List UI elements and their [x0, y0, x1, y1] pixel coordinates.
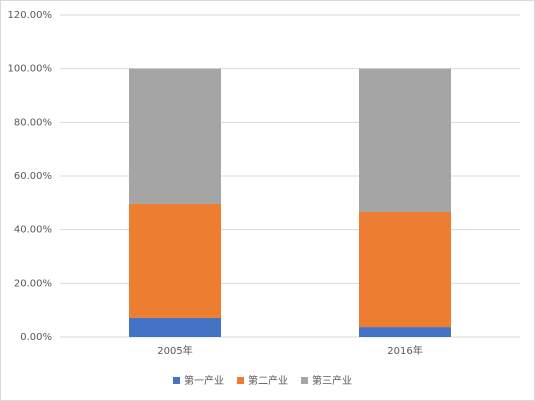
bar-segment: [359, 68, 451, 212]
x-tick-label: 2016年: [387, 344, 422, 357]
legend-label: 第一产业: [184, 374, 224, 387]
legend-swatch: [173, 377, 180, 384]
y-tick-label: 120.00%: [8, 10, 53, 21]
legend-label: 第三产业: [312, 374, 352, 387]
bar-segment: [129, 203, 221, 318]
legend-swatch: [237, 377, 244, 384]
bar-segment: [359, 211, 451, 328]
bar-segment: [359, 327, 451, 337]
legend-label: 第二产业: [248, 374, 288, 387]
bar-segment: [129, 317, 221, 337]
y-tick-label: 60.00%: [14, 171, 52, 182]
legend-swatch: [301, 377, 308, 384]
y-tick-label: 100.00%: [8, 64, 53, 75]
y-tick-label: 40.00%: [14, 225, 52, 236]
bar-segment: [129, 68, 221, 204]
y-tick-label: 20.00%: [14, 278, 52, 289]
y-tick-label: 80.00%: [14, 117, 52, 128]
x-tick-label: 2005年: [157, 344, 192, 357]
y-tick-label: 0.00%: [20, 332, 52, 343]
